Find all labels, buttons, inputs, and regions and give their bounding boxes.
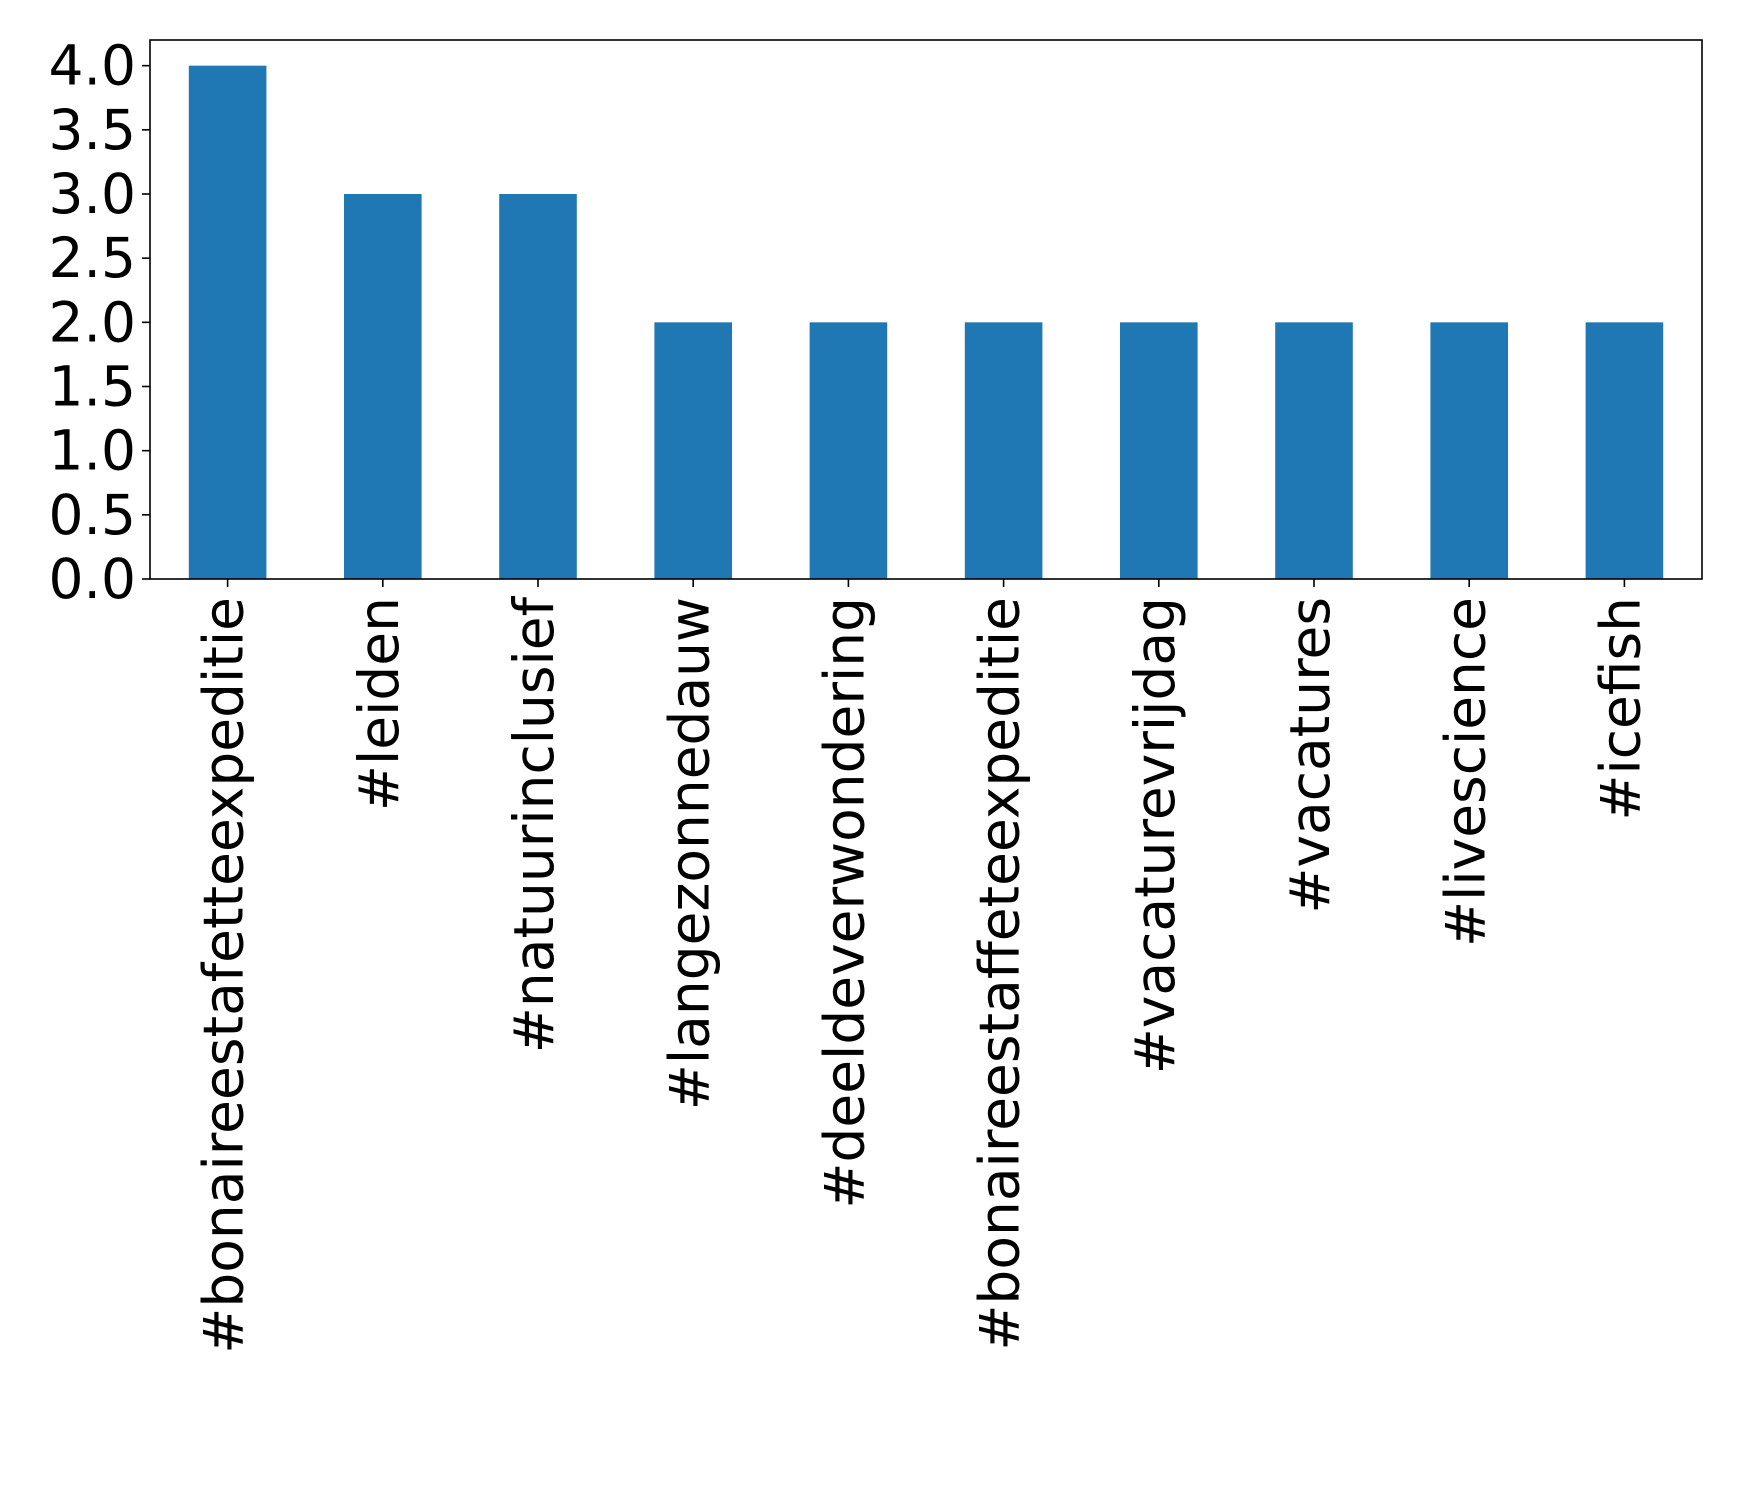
x-tick-label: #deeldeverwondering xyxy=(813,597,877,1209)
y-ticks-group: 0.00.51.01.52.02.53.03.54.0 xyxy=(49,34,150,611)
bar xyxy=(1120,322,1198,579)
bar xyxy=(964,322,1043,579)
x-tick-label: #leiden xyxy=(347,597,411,811)
y-tick-label: 2.5 xyxy=(49,226,136,290)
x-ticks-group: #bonaireestafetteexpeditie #leiden #natuur… xyxy=(192,579,1653,1354)
x-tick-label: #bonaireestafetteexpeditie xyxy=(192,597,256,1354)
plot-frame xyxy=(149,39,1703,580)
bar xyxy=(1430,322,1508,579)
x-tick-label: #vacaturevrijdag xyxy=(1123,597,1187,1074)
bar xyxy=(344,194,422,579)
y-tick-label: 1.5 xyxy=(49,355,136,419)
bars-group xyxy=(188,65,1664,579)
x-tick-label: #langezonnedauw xyxy=(657,597,721,1110)
y-tick-label: 0.0 xyxy=(49,547,136,611)
bar xyxy=(809,322,888,579)
bar xyxy=(1275,322,1353,579)
x-tick-label: #vacatures xyxy=(1278,597,1342,914)
y-tick-label: 3.5 xyxy=(49,98,136,162)
bar xyxy=(188,65,267,579)
bar xyxy=(1585,322,1664,579)
y-tick-label: 4.0 xyxy=(49,34,136,98)
x-tick-label: #bonaireestaffeteexpeditie xyxy=(968,597,1032,1351)
y-tick-label: 1.0 xyxy=(49,419,136,483)
x-tick-label: #natuurinclusief xyxy=(502,595,566,1053)
bar xyxy=(499,194,577,579)
y-tick-label: 2.0 xyxy=(49,290,136,354)
y-tick-label: 0.5 xyxy=(49,483,136,547)
x-tick-label: #icefish xyxy=(1589,597,1653,821)
bar xyxy=(654,322,732,579)
x-tick-label: #livescience xyxy=(1433,597,1497,947)
y-tick-label: 3.0 xyxy=(49,162,136,226)
